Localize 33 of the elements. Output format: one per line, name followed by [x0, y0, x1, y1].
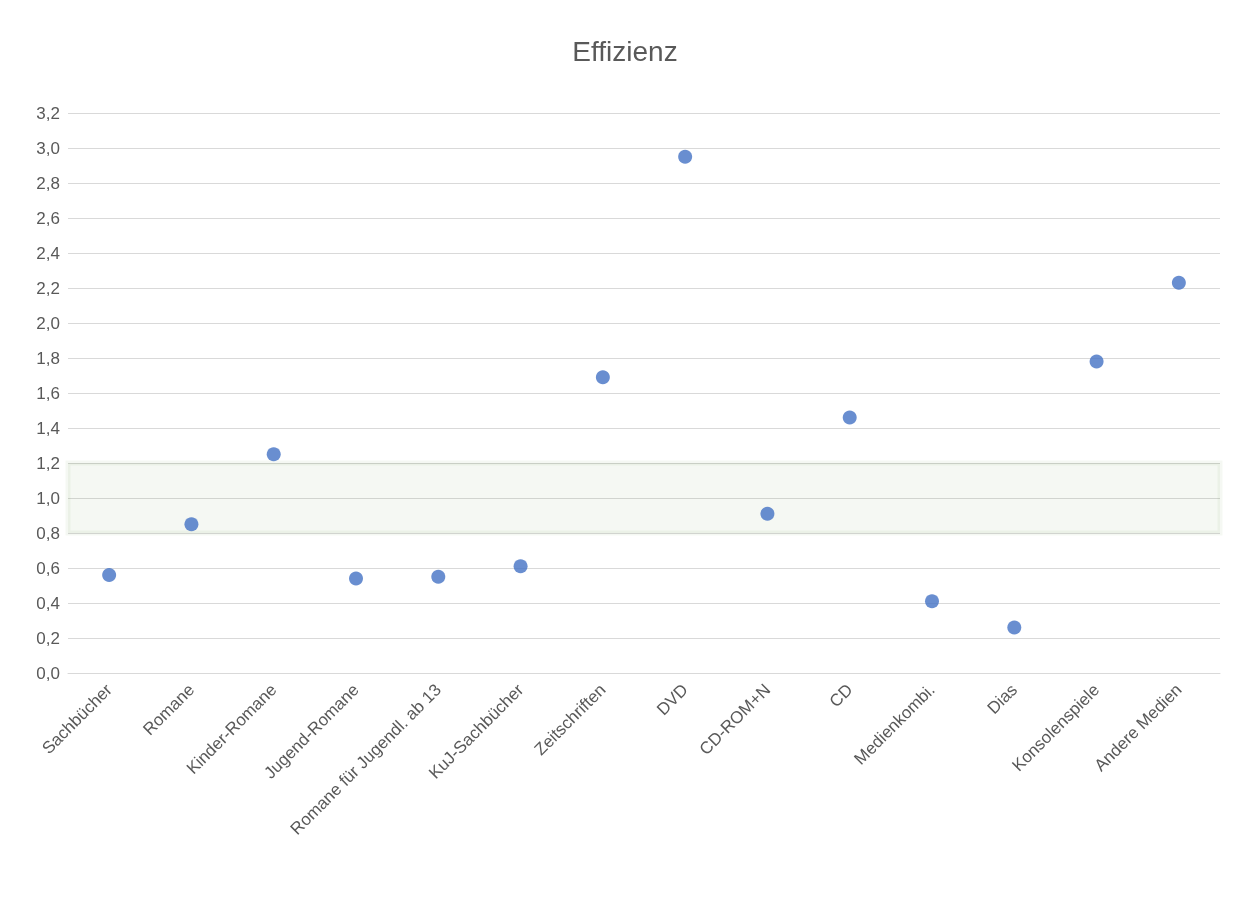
point	[1089, 354, 1104, 369]
y-tick-label: 1,8	[36, 348, 60, 368]
y-tick-label: 0,2	[36, 628, 60, 648]
point	[102, 568, 117, 582]
y-tick-label: 1,2	[36, 453, 60, 473]
y-tick-label: 1,6	[36, 383, 60, 403]
y-tick-label: 1,4	[36, 418, 60, 438]
y-tick-label: 0,8	[36, 523, 60, 543]
point	[513, 559, 528, 574]
y-tick-label: 2,2	[36, 278, 60, 298]
point	[595, 370, 610, 385]
point	[431, 569, 446, 584]
point	[349, 571, 363, 586]
point	[678, 149, 693, 164]
point	[760, 506, 775, 521]
y-tick-label: 2,0	[36, 313, 60, 333]
y-tick-label: 0,0	[36, 663, 60, 683]
point	[184, 517, 199, 532]
y-tick-label: 0,6	[36, 558, 60, 578]
point	[842, 410, 857, 425]
point	[925, 594, 939, 609]
x-tick-label: CD	[825, 680, 857, 712]
point	[1007, 620, 1022, 635]
y-tick-label: 0,4	[36, 593, 60, 613]
y-tick-label: 3,0	[36, 138, 60, 158]
point	[1171, 275, 1186, 290]
y-tick-label: 2,8	[36, 173, 60, 193]
y-tick-label: 2,4	[36, 243, 60, 263]
point	[266, 447, 281, 462]
chart-title: Effizienz	[572, 35, 678, 67]
y-tick-label: 3,2	[36, 103, 60, 123]
y-tick-label: 2,6	[36, 208, 60, 228]
y-tick-label: 1,0	[36, 488, 60, 508]
